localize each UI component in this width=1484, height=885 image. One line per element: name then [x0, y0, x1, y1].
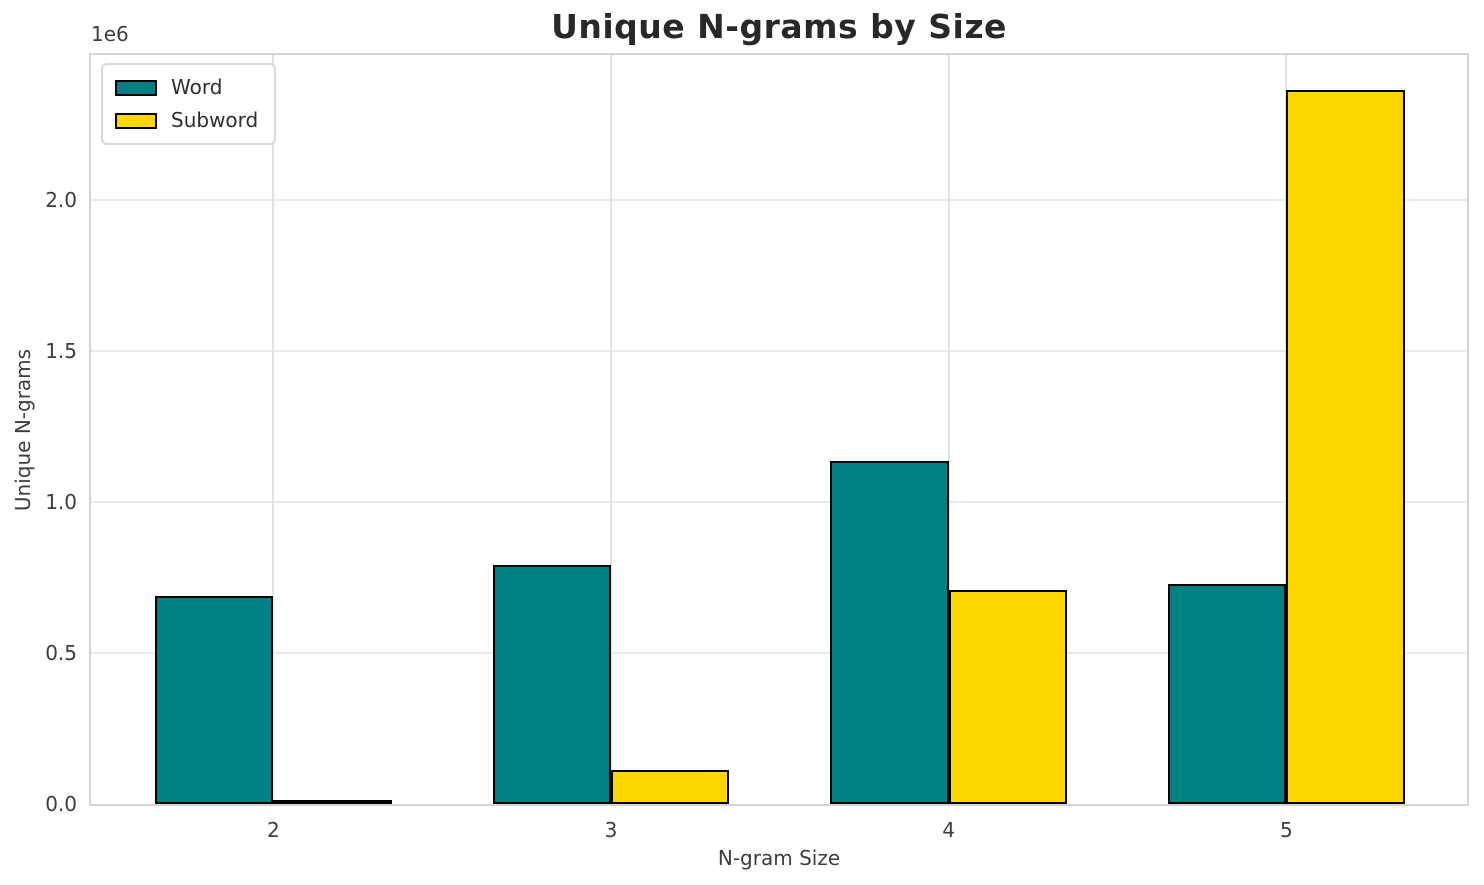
- x-gridline: [610, 55, 612, 804]
- bar-subword-ngram-2: [273, 800, 392, 804]
- bar-word-ngram-4: [830, 461, 949, 804]
- y-gridline: [91, 350, 1467, 353]
- legend: Word Subword: [101, 63, 277, 145]
- bar-subword-ngram-4: [948, 590, 1067, 804]
- chart-title: Unique N-grams by Size: [551, 7, 1007, 46]
- bar-subword-ngram-5: [1286, 90, 1405, 804]
- y-axis-offset-text: 1e6: [91, 22, 129, 46]
- bar-word-ngram-5: [1168, 584, 1287, 804]
- legend-swatch-word: [115, 79, 157, 96]
- bar-word-ngram-3: [492, 565, 611, 804]
- y-gridline: [91, 199, 1467, 202]
- x-tick-label: 4: [942, 818, 956, 842]
- y-tick-label: 1.5: [45, 339, 77, 364]
- x-gridline: [272, 55, 275, 804]
- bar-word-ngram-2: [155, 596, 274, 804]
- y-tick-label: 2.0: [45, 188, 77, 213]
- y-tick-label: 1.0: [45, 490, 77, 515]
- plot-area: Word Subword: [89, 53, 1469, 806]
- bar-subword-ngram-3: [611, 770, 730, 804]
- x-tick-label: 2: [266, 818, 280, 842]
- y-tick-label: 0.5: [45, 641, 77, 666]
- legend-entry-subword: Subword: [115, 109, 258, 132]
- x-axis-label: N-gram Size: [717, 846, 841, 870]
- legend-label-word: Word: [171, 75, 223, 99]
- y-axis-label: Unique N-grams: [11, 348, 35, 512]
- legend-label-subword: Subword: [171, 108, 259, 132]
- x-tick-label: 5: [1279, 818, 1293, 842]
- legend-swatch-subword: [115, 112, 157, 129]
- y-tick-label: 0.0: [45, 792, 77, 816]
- x-gridline: [947, 55, 950, 804]
- y-gridline: [91, 652, 1467, 655]
- legend-entry-word: Word: [115, 76, 258, 99]
- x-tick-label: 3: [604, 818, 618, 842]
- y-gridline: [91, 501, 1467, 504]
